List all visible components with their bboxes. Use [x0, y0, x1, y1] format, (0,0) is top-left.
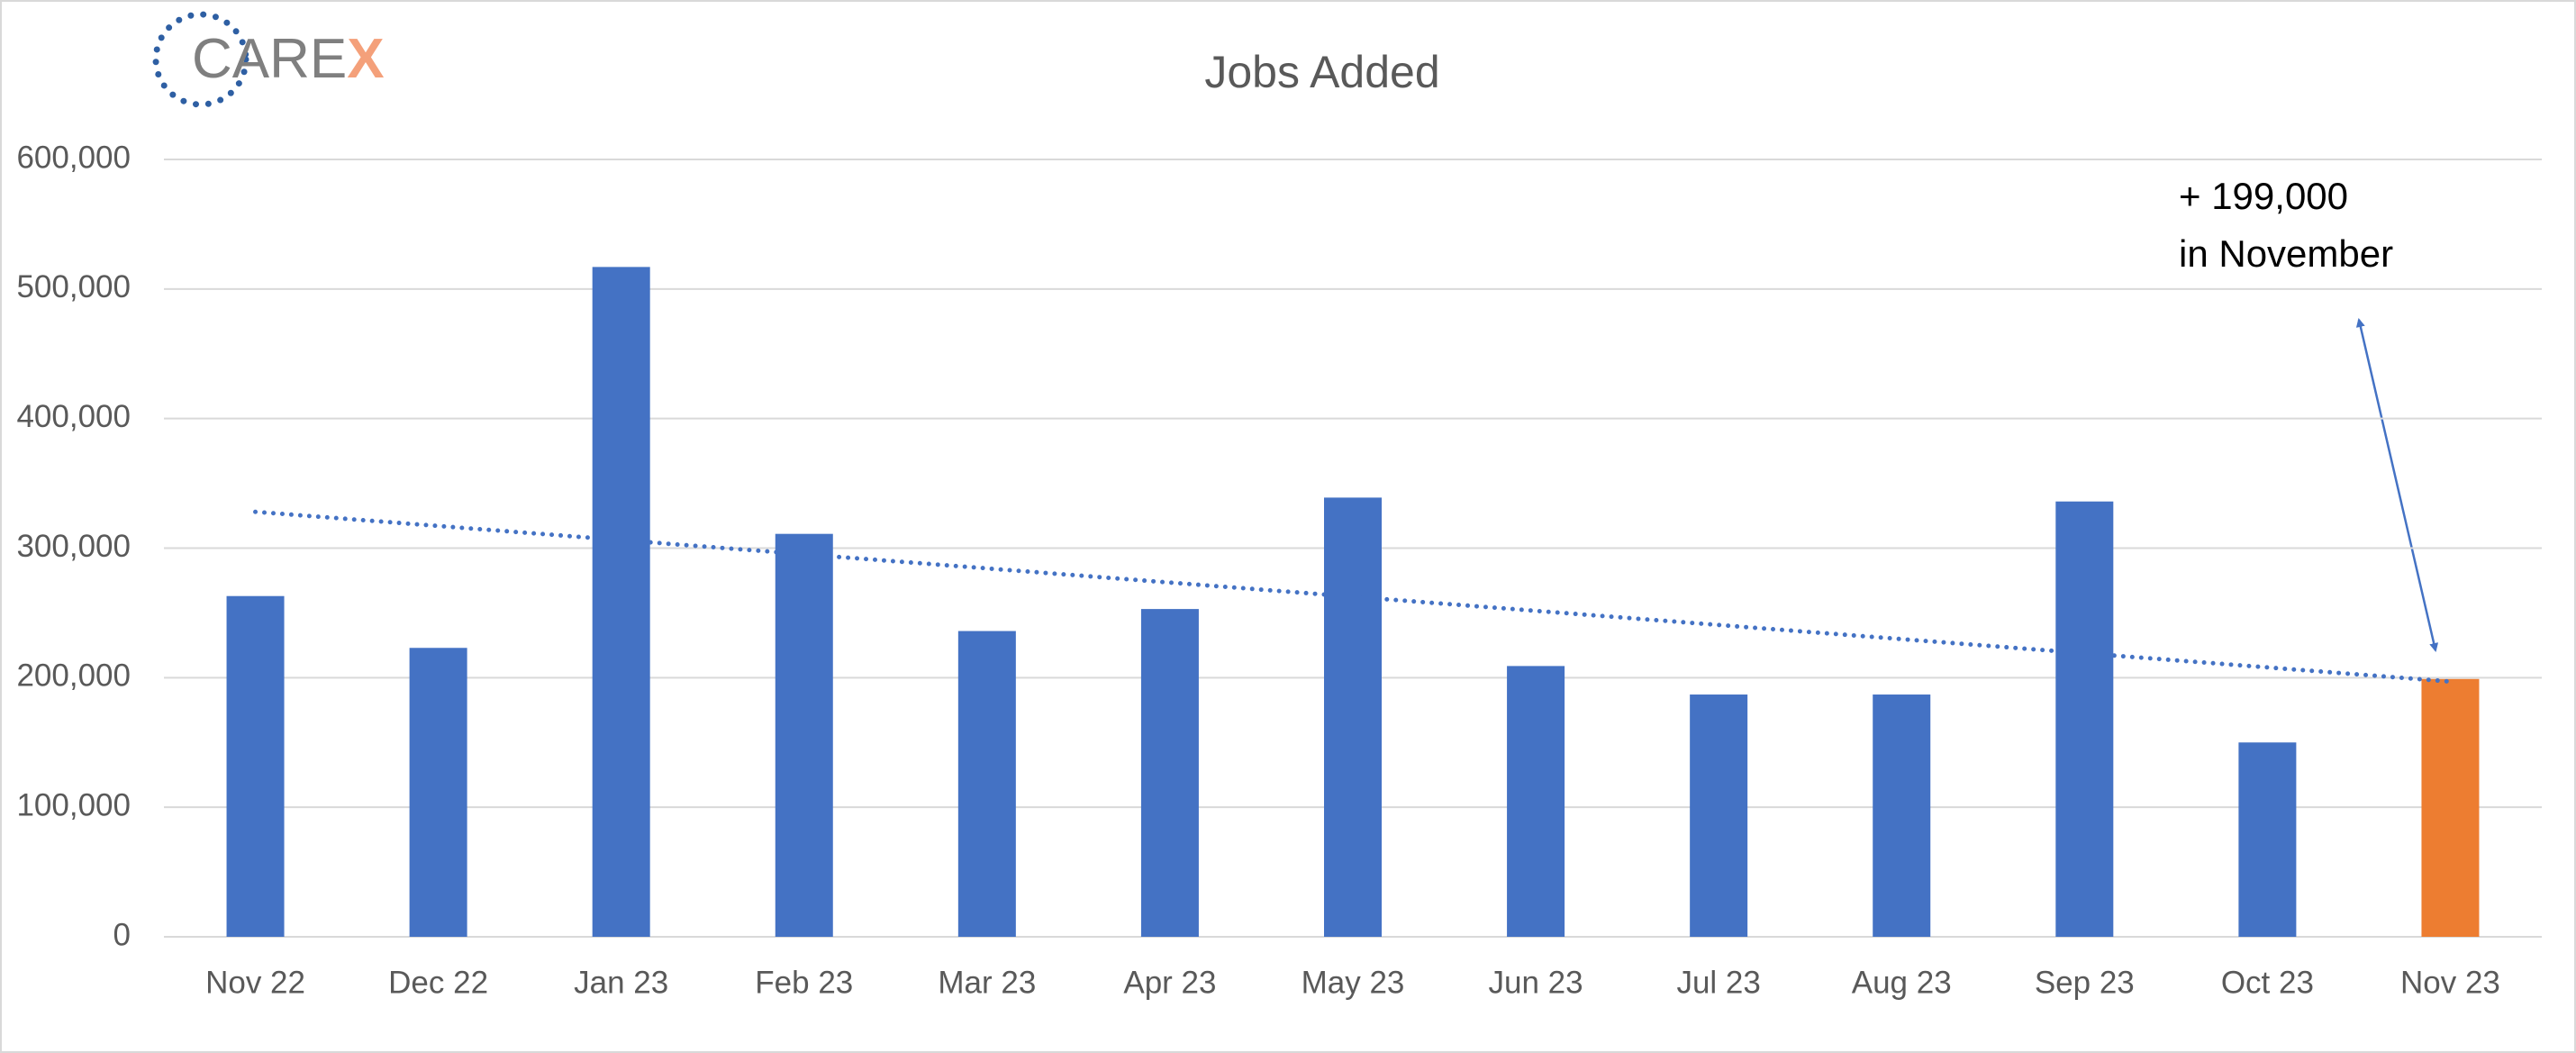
bar	[2055, 501, 2114, 937]
bar	[775, 533, 833, 937]
x-tick-label: Mar 23	[938, 965, 1036, 1000]
bar	[1873, 694, 1931, 937]
y-tick-label: 100,000	[16, 787, 131, 822]
bar	[2238, 742, 2297, 937]
x-tick-label: May 23	[1302, 965, 1405, 1000]
x-tick-label: Nov 23	[2400, 965, 2500, 1000]
x-tick-label: Aug 23	[1852, 965, 1952, 1000]
x-tick-label: Jan 23	[574, 965, 668, 1000]
x-tick-label: Jun 23	[1489, 965, 1583, 1000]
bar	[1324, 497, 1382, 937]
x-tick-label: Sep 23	[2035, 965, 2135, 1000]
y-tick-label: 300,000	[16, 529, 131, 564]
bar	[226, 595, 285, 937]
logo: CAREX	[192, 28, 385, 90]
trendline	[253, 509, 2453, 685]
y-tick-label: 500,000	[16, 269, 131, 304]
chart-title: Jobs Added	[1204, 47, 1439, 97]
x-tick-label: Dec 22	[388, 965, 488, 1000]
plot: 0 100,000 200,000 300,000 400,000 500,000 600,…	[16, 140, 2542, 1000]
annotation: in November	[2179, 232, 2393, 275]
bar	[409, 648, 467, 937]
annotation: + 199,000	[2179, 175, 2348, 217]
y-tick-label: 0	[113, 917, 131, 952]
x-tick-label: Apr 23	[1123, 965, 1216, 1000]
x-tick-label: Feb 23	[755, 965, 853, 1000]
logo-ring	[152, 11, 249, 108]
annotation-arrow	[2355, 318, 2439, 652]
y-tick-label: 600,000	[16, 140, 131, 175]
y-tick-label: 400,000	[16, 399, 131, 434]
bar	[1507, 666, 1565, 937]
x-tick-label: Oct 23	[2221, 965, 2314, 1000]
x-tick-label: Jul 23	[1676, 965, 1760, 1000]
bar	[957, 631, 1016, 937]
logo-accent: X	[347, 28, 384, 90]
y-tick-label: 200,000	[16, 658, 131, 694]
bar	[1140, 609, 1199, 937]
bar	[1690, 694, 1748, 937]
logo-main: CARE	[192, 28, 347, 90]
bar	[2421, 678, 2480, 937]
x-tick-label: Nov 22	[205, 965, 305, 1000]
bar	[592, 267, 650, 937]
